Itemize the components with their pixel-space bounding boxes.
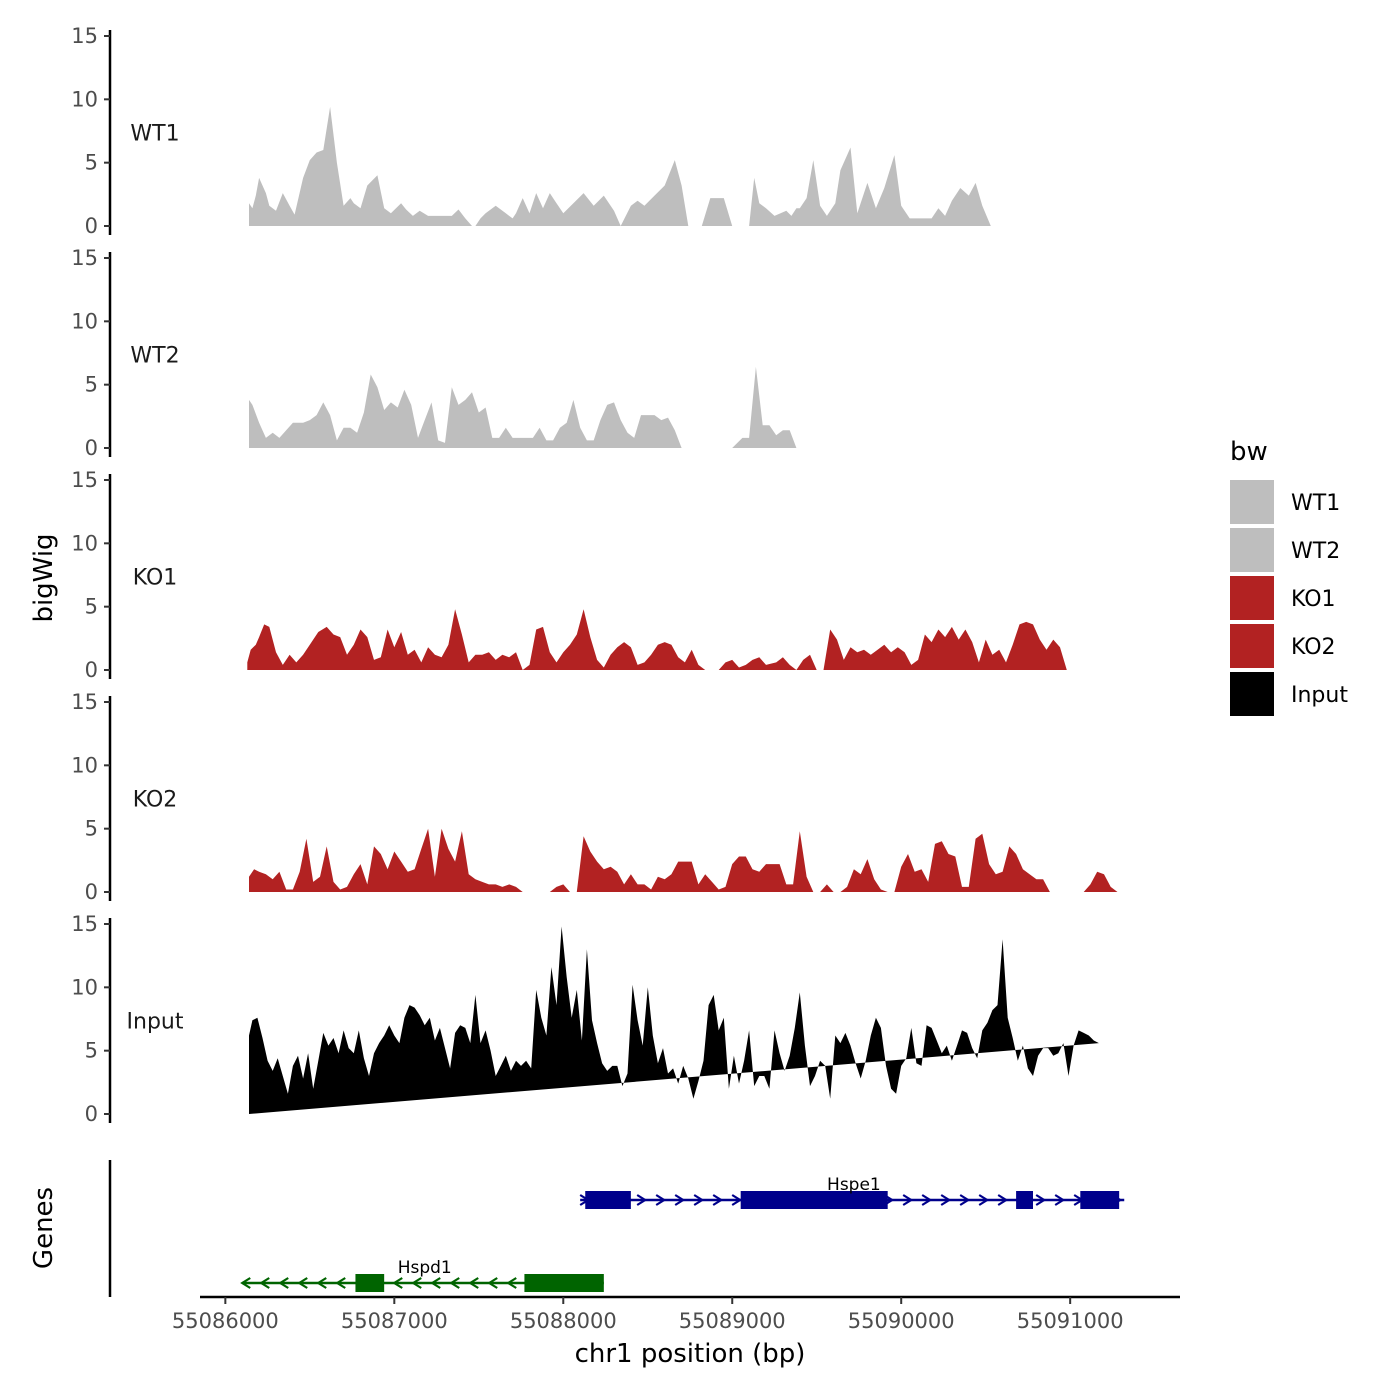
coverage-area <box>249 926 1099 1114</box>
strand-chevron <box>259 1277 270 1289</box>
gene-exon <box>355 1274 385 1292</box>
strand-chevron <box>430 1277 441 1289</box>
strand-chevron <box>506 1277 517 1289</box>
legend-swatch <box>1230 624 1274 668</box>
strand-chevron <box>693 1194 705 1206</box>
legend-label: KO1 <box>1291 587 1336 612</box>
y-tick-label: 10 <box>71 975 98 999</box>
x-tick-label: 55086000 <box>172 1309 279 1333</box>
legend-swatch <box>1230 576 1274 620</box>
gene-exon <box>740 1191 888 1209</box>
legend-swatch <box>1230 480 1274 524</box>
y-tick-label: 0 <box>85 658 98 682</box>
track-label: KO2 <box>133 787 178 812</box>
gene-hspd1: Hspd1 <box>240 1258 604 1292</box>
genes-panel: Hspe1 Hspd1 <box>108 1160 1125 1297</box>
y-tick-label: 0 <box>85 436 98 460</box>
y-tick-label: 5 <box>85 373 98 397</box>
y-tick-label: 5 <box>85 595 98 619</box>
track-label: WT1 <box>130 121 179 146</box>
track-ko2: 0 5 10 15 KO2 <box>71 690 1118 904</box>
strand-chevron <box>487 1277 498 1289</box>
strand-chevron <box>335 1277 346 1289</box>
genes-axis-title: Genes <box>29 1187 59 1269</box>
legend-label: WT1 <box>1291 491 1340 516</box>
track-label: KO1 <box>133 565 178 590</box>
track-wt1: 0 5 10 15 WT1 <box>71 24 1118 238</box>
y-tick-label: 10 <box>71 531 98 555</box>
coverage-tracks: 0 5 10 15 WT1 0 5 10 15 WT2 0 5 10 15 KO1 0 5 10 15 KO2 0 5 10… <box>71 24 1120 1126</box>
strand-chevron <box>959 1194 971 1206</box>
y-tick-label: 0 <box>85 880 98 904</box>
y-tick-label: 5 <box>85 151 98 175</box>
legend-swatch <box>1230 528 1274 572</box>
strand-chevron <box>978 1194 990 1206</box>
strand-chevron <box>674 1194 686 1206</box>
y-tick-label: 15 <box>71 912 98 936</box>
legend-label: KO2 <box>1291 635 1336 660</box>
legend: bw WT1 WT2 KO1 KO2 Input <box>1230 437 1348 716</box>
strand-chevron <box>902 1194 914 1206</box>
strand-chevron <box>297 1277 308 1289</box>
strand-chevron <box>468 1277 479 1289</box>
y-tick-label: 15 <box>71 690 98 714</box>
coverage-area <box>249 366 1118 448</box>
track-input: 0 5 10 15 Input <box>71 912 1099 1126</box>
strand-chevron <box>392 1277 403 1289</box>
y-tick-label: 10 <box>71 87 98 111</box>
strand-chevron <box>921 1194 933 1206</box>
strand-chevron <box>997 1194 1009 1206</box>
gene-exon <box>585 1191 631 1209</box>
y-tick-label: 15 <box>71 24 98 48</box>
strand-chevron <box>278 1277 289 1289</box>
coverage-area <box>249 106 1118 226</box>
coverage-area <box>247 609 1120 670</box>
gene-exon <box>1080 1191 1120 1209</box>
gene-hspe1: Hspe1 <box>579 1175 1125 1209</box>
y-tick-label: 10 <box>71 753 98 777</box>
y-tick-label: 15 <box>71 468 98 492</box>
legend-swatch <box>1230 672 1274 716</box>
strand-chevron <box>449 1277 460 1289</box>
strand-chevron <box>731 1194 743 1206</box>
track-label: Input <box>127 1009 184 1034</box>
strand-chevron <box>240 1277 251 1289</box>
strand-chevron <box>655 1194 667 1206</box>
y-tick-label: 0 <box>85 214 98 238</box>
track-ko1: 0 5 10 15 KO1 <box>71 468 1120 682</box>
legend-title: bw <box>1230 437 1268 467</box>
y-tick-label: 15 <box>71 246 98 270</box>
strand-chevron <box>411 1277 422 1289</box>
y-tick-label: 5 <box>85 1039 98 1063</box>
y-tick-label: 5 <box>85 817 98 841</box>
x-tick-label: 55090000 <box>848 1309 955 1333</box>
gene-name-label: Hspd1 <box>398 1258 452 1278</box>
x-tick-label: 55091000 <box>1017 1309 1124 1333</box>
x-axis-title: chr1 position (bp) <box>575 1339 806 1369</box>
strand-chevron <box>636 1194 648 1206</box>
track-wt2: 0 5 10 15 WT2 <box>71 246 1118 460</box>
y-axis-title: bigWig <box>29 533 59 622</box>
gene-exon <box>1016 1191 1033 1209</box>
legend-label: Input <box>1291 683 1348 708</box>
strand-chevron <box>316 1277 327 1289</box>
gene-exon <box>524 1274 604 1292</box>
legend-label: WT2 <box>1291 539 1340 564</box>
strand-chevron <box>940 1194 952 1206</box>
y-tick-label: 0 <box>85 1102 98 1126</box>
strand-chevron <box>1035 1194 1047 1206</box>
y-tick-label: 10 <box>71 309 98 333</box>
gene-name-label: Hspe1 <box>827 1175 881 1195</box>
track-label: WT2 <box>130 343 179 368</box>
x-tick-label: 55089000 <box>679 1309 786 1333</box>
x-tick-label: 55088000 <box>510 1309 617 1333</box>
strand-chevron <box>712 1194 724 1206</box>
x-tick-label: 55087000 <box>341 1309 448 1333</box>
x-axis: 55086000 55087000 55088000 55089000 55090000… <box>172 1295 1180 1333</box>
strand-chevron <box>1054 1194 1066 1206</box>
coverage-area <box>249 828 1118 892</box>
